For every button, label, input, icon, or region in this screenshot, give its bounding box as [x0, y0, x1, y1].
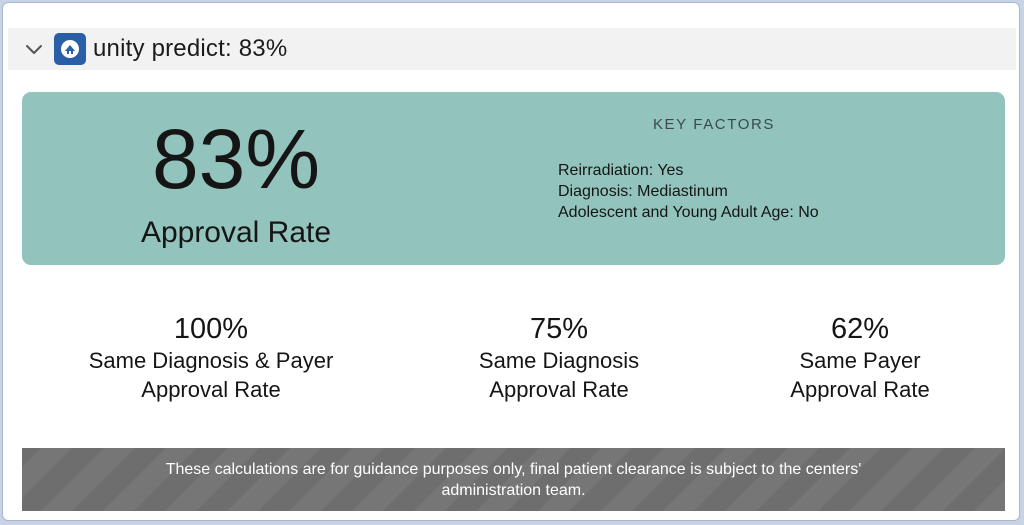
stat-payer: 62% Same Payer Approval Rate: [700, 312, 1019, 404]
approval-summary-card: 83% Approval Rate KEY FACTORS Reirradiat…: [22, 92, 1005, 265]
stat-percent: 62%: [830, 313, 890, 345]
stat-diagnosis: 75% Same Diagnosis Approval Rate: [399, 312, 719, 404]
unity-app-icon: [54, 33, 86, 65]
chevron-down-icon[interactable]: [14, 28, 54, 70]
key-factor-item: Reirradiation: Yes: [558, 162, 684, 179]
key-factors-list: Reirradiation: Yes Diagnosis: Mediastinu…: [558, 160, 819, 223]
panel-header[interactable]: unity predict: 83%: [8, 28, 1016, 70]
panel-title: unity predict: 83%: [93, 35, 288, 62]
key-factors-title: KEY FACTORS: [652, 116, 776, 133]
overall-approval: 83% Approval Rate: [22, 92, 450, 265]
overall-approval-percent: 83%: [151, 112, 321, 206]
stat-label-line2: Approval Rate: [790, 377, 930, 402]
disclaimer-text-line1: These calculations are for guidance purp…: [165, 461, 862, 478]
stat-percent: 75%: [529, 313, 589, 345]
key-factor-item: Adolescent and Young Adult Age: No: [558, 204, 819, 221]
key-factor-item: Diagnosis: Mediastinum: [558, 183, 728, 200]
stat-label-line2: Approval Rate: [489, 377, 629, 402]
stat-label-line1: Same Diagnosis & Payer: [88, 348, 334, 373]
disclaimer-text-line2: administration team.: [441, 482, 586, 499]
disclaimer-banner: These calculations are for guidance purp…: [22, 448, 1005, 511]
overall-approval-label: Approval Rate: [140, 216, 332, 249]
stat-diagnosis-payer: 100% Same Diagnosis & Payer Approval Rat…: [51, 312, 371, 404]
stat-label-line2: Approval Rate: [141, 377, 281, 402]
stat-label-line1: Same Payer: [799, 348, 921, 373]
stat-label-line1: Same Diagnosis: [478, 348, 640, 373]
stat-percent: 100%: [173, 313, 249, 345]
